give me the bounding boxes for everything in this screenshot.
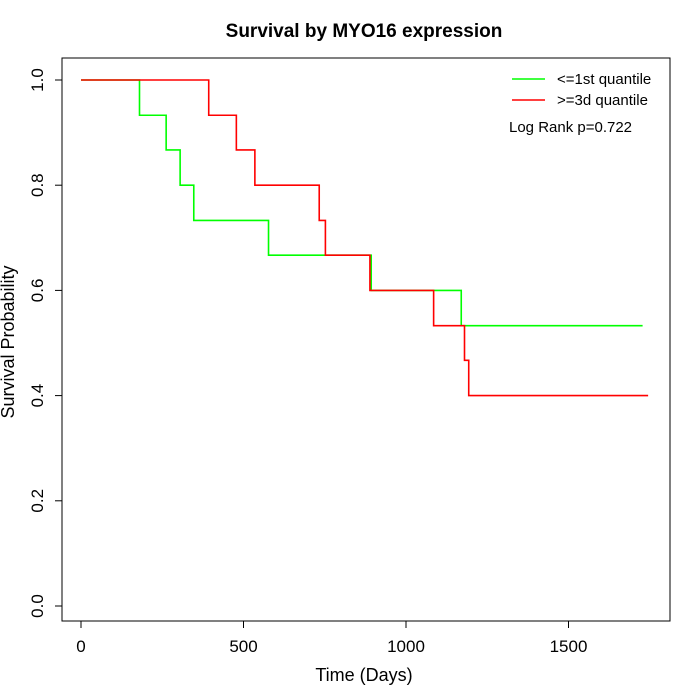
legend-label-high: >=3d quantile <box>557 92 648 109</box>
y-tick-label: 0.8 <box>28 173 47 197</box>
y-tick-label: 0.0 <box>28 594 47 618</box>
x-axis: 0 500 1000 1500 <box>76 620 588 656</box>
series-layer <box>81 79 649 397</box>
legend-label-low: <=1st quantile <box>557 71 651 88</box>
survival-curve-high <box>81 79 649 397</box>
log-rank-annotation: Log Rank p=0.722 <box>509 119 632 136</box>
y-axis-title: Survival Probability <box>0 265 18 418</box>
y-tick-label: 0.6 <box>28 279 47 303</box>
x-axis-title: Time (Days) <box>315 665 412 685</box>
survival-curve-low <box>81 79 643 327</box>
x-tick-label: 1000 <box>387 637 425 656</box>
x-tick-label: 500 <box>229 637 257 656</box>
y-tick-label: 1.0 <box>28 68 47 92</box>
legend: <=1st quantile >=3d quantile <box>512 71 651 109</box>
x-tick-label: 0 <box>76 637 85 656</box>
plot-area-border <box>61 57 671 622</box>
y-tick-label: 0.4 <box>28 384 47 408</box>
chart-title: Survival by MYO16 expression <box>226 21 503 42</box>
y-axis: 0.0 0.2 0.4 0.6 0.8 1.0 <box>28 68 63 618</box>
x-tick-label: 1500 <box>550 637 588 656</box>
y-tick-label: 0.2 <box>28 489 47 513</box>
